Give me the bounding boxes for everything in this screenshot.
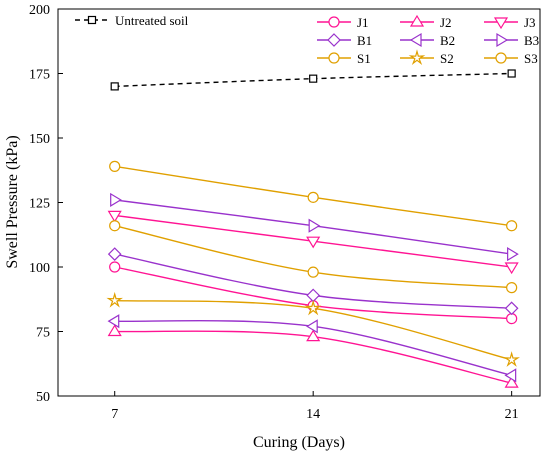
data-point-b1 — [107, 247, 122, 261]
y-tick-label: 50 — [36, 390, 50, 405]
axes: 50 75 100 125 150 175 200 7 14 21 — [29, 3, 519, 422]
legend-label: J2 — [440, 15, 452, 30]
data-point-s1 — [506, 282, 518, 294]
legend: Untreated soil J1 J2 J3 B1 B2 B3 S1 S2 S3 — [75, 13, 539, 66]
y-tick-label: 125 — [29, 197, 50, 212]
y-axis-title: Swell Pressure (kPa) — [4, 135, 21, 268]
data-point-s2 — [106, 291, 123, 308]
data-point-untreated-soil — [309, 74, 318, 83]
legend-label: B3 — [524, 33, 539, 48]
legend-marker — [495, 52, 507, 64]
y-tick-label: 175 — [29, 68, 50, 83]
x-tick-label: 7 — [111, 407, 118, 422]
data-point-j3 — [504, 262, 519, 275]
data-point-b2 — [306, 319, 318, 334]
data-point-j2 — [107, 324, 122, 337]
data-point-untreated-soil — [507, 69, 516, 78]
data-point-j2 — [306, 329, 321, 342]
data-point-b3 — [110, 192, 122, 207]
series-line-s1 — [114, 225, 512, 289]
legend-label: S1 — [357, 51, 371, 66]
legend-marker — [87, 15, 97, 25]
legend-marker — [408, 49, 426, 66]
legend-marker — [496, 32, 509, 48]
data-point-s2 — [304, 299, 322, 316]
x-tick-label: 14 — [306, 407, 320, 422]
data-point-j1 — [109, 261, 121, 273]
data-point-j3 — [107, 210, 122, 223]
data-point-b3 — [308, 218, 321, 233]
data-point-b3 — [507, 247, 519, 262]
data-point-s1 — [307, 266, 319, 278]
y-tick-label: 150 — [29, 132, 50, 147]
y-tick-label: 200 — [29, 3, 50, 18]
legend-marker — [409, 14, 425, 27]
x-axis-title: Curing (Days) — [253, 434, 345, 451]
data-point-s3 — [109, 160, 121, 172]
legend-marker — [409, 32, 422, 48]
legend-label: B2 — [440, 33, 455, 48]
data-point-s2 — [503, 351, 520, 367]
data-point-b2 — [504, 368, 517, 383]
series-layer — [106, 69, 520, 388]
legend-label: B1 — [357, 33, 372, 48]
data-point-s1 — [109, 220, 121, 232]
legend-marker — [328, 52, 340, 64]
data-point-b1 — [504, 301, 519, 316]
data-point-b2 — [107, 314, 120, 329]
legend-marker — [493, 17, 509, 30]
legend-marker — [328, 16, 340, 28]
data-point-j3 — [306, 236, 321, 249]
x-tick-label: 21 — [505, 407, 519, 422]
data-point-s3 — [506, 220, 518, 232]
legend-marker — [327, 33, 341, 47]
y-tick-label: 75 — [36, 326, 50, 341]
legend-label: Untreated soil — [115, 13, 189, 28]
y-tick-label: 100 — [29, 261, 50, 276]
data-point-s3 — [307, 191, 319, 203]
legend-label: J3 — [524, 15, 536, 30]
data-point-j2 — [504, 375, 519, 388]
legend-label: J1 — [357, 15, 369, 30]
data-point-untreated-soil — [110, 82, 119, 91]
legend-label: S3 — [524, 51, 538, 66]
legend-label: S2 — [440, 51, 454, 66]
